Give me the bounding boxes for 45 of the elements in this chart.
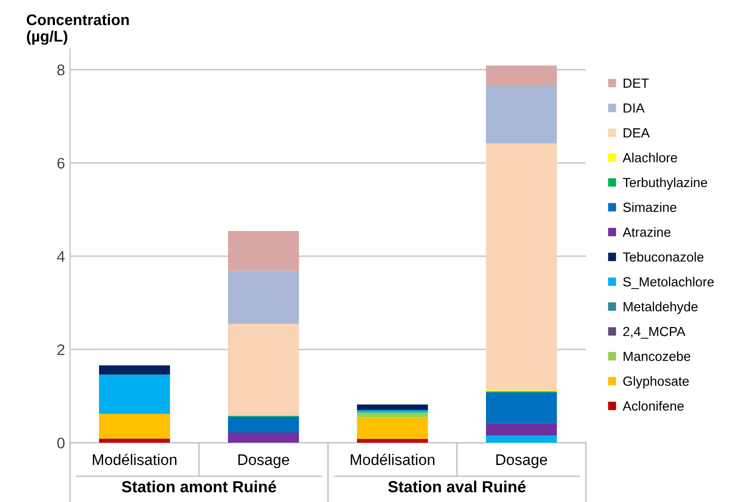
bar <box>356 439 428 443</box>
legend-label: Glyphosate <box>623 376 689 388</box>
bar <box>486 436 557 443</box>
x-tick-label: Dosage <box>238 454 290 468</box>
legend-label: Atrazine <box>622 227 670 237</box>
text: Station aval Ruiné <box>388 480 526 492</box>
bar <box>486 86 557 144</box>
x-tick-label: Dosage <box>496 454 548 468</box>
y-tick-label: 0 <box>57 438 65 448</box>
legend-label: Terbuthylazine <box>622 177 708 190</box>
legend-label: Metaldehyde <box>624 302 698 314</box>
bar <box>99 438 170 443</box>
y-tick-label: 8 <box>57 64 64 76</box>
legend-label: S_Metolachlore <box>623 276 714 290</box>
bar <box>356 417 428 440</box>
bar <box>356 404 428 410</box>
legend-label: 2,4_MCPA <box>623 326 686 339</box>
bar <box>99 374 170 414</box>
text: Station amont Ruiné <box>122 480 276 492</box>
legend-label: Aclonifene <box>622 401 684 411</box>
legend-label: Mancozebe <box>624 351 690 362</box>
bar <box>356 412 428 418</box>
x-tick-label: Modélisation <box>350 454 434 466</box>
bar <box>486 392 557 424</box>
bar <box>486 65 557 86</box>
bar <box>228 416 299 433</box>
legend-label: Alachlore <box>622 152 678 162</box>
legend-label: DIA <box>624 103 645 113</box>
bar <box>99 365 170 375</box>
y-tick-label: 4 <box>57 251 65 262</box>
bar <box>99 414 170 439</box>
bar <box>228 324 299 416</box>
bar <box>228 231 299 271</box>
x-tick-label: Modélisation <box>92 454 176 466</box>
bar <box>228 270 299 324</box>
bar <box>486 143 557 391</box>
legend-label: DEA <box>624 128 650 138</box>
y-axis-title: Concentration (µg/L) <box>26 14 129 45</box>
legend-label: DET <box>624 78 649 88</box>
bar <box>486 423 557 436</box>
y-tick-label: 2 <box>57 344 64 356</box>
legend-label: Tebuconazole <box>622 252 704 262</box>
y-tick-label: 6 <box>57 158 64 169</box>
bar <box>228 432 299 443</box>
legend-label: Simazine <box>623 202 676 212</box>
